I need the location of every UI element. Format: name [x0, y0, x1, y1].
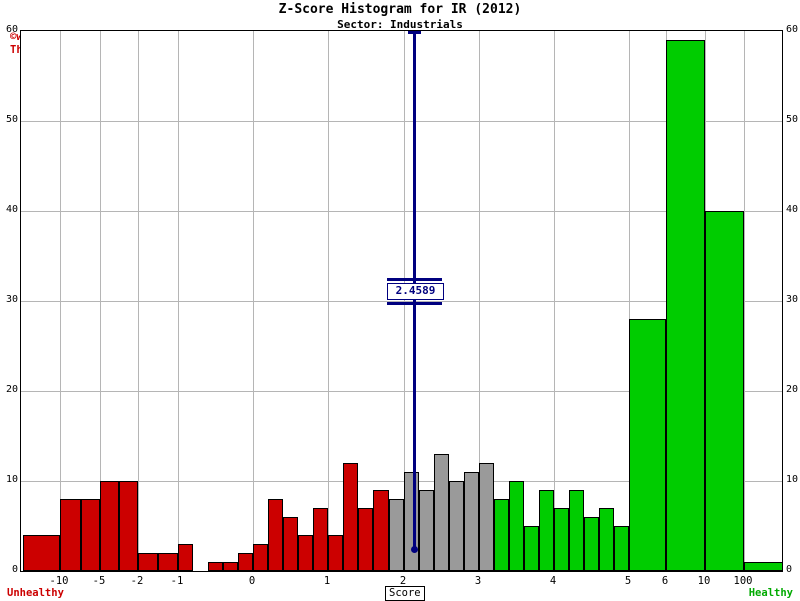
- histogram-bar: [744, 562, 783, 571]
- histogram-bar: [138, 553, 158, 571]
- gridline-vertical: [404, 31, 405, 571]
- histogram-bar: [313, 508, 328, 571]
- unhealthy-label: Unhealthy: [7, 587, 64, 599]
- gridline-vertical: [178, 31, 179, 571]
- x-tick-label: -2: [130, 575, 144, 587]
- y-tick-label: 0: [11, 564, 18, 575]
- gridline-horizontal: [21, 121, 782, 122]
- histogram-bar: [373, 490, 389, 571]
- y-tick-label: 20: [5, 384, 18, 395]
- histogram-plot-area: 2.4589: [20, 30, 783, 572]
- y-tick-label: 50: [5, 114, 18, 125]
- histogram-bar: [23, 535, 60, 571]
- gridline-horizontal: [21, 391, 782, 392]
- histogram-bar: [253, 544, 268, 571]
- histogram-bar: [629, 319, 666, 571]
- histogram-bar: [208, 562, 223, 571]
- histogram-bar: [614, 526, 629, 571]
- histogram-bar: [268, 499, 283, 571]
- y-tick-label: 40: [786, 204, 799, 215]
- histogram-bar: [705, 211, 744, 571]
- gridline-vertical: [100, 31, 101, 571]
- histogram-bar: [389, 499, 404, 571]
- histogram-bar: [539, 490, 554, 571]
- score-marker-bracket: [387, 278, 442, 281]
- histogram-bar: [479, 463, 494, 571]
- x-tick-label: 100: [733, 575, 753, 587]
- histogram-bar: [158, 553, 178, 571]
- score-marker-top-cap: [408, 31, 421, 34]
- histogram-bar: [599, 508, 614, 571]
- histogram-bar: [494, 499, 509, 571]
- x-tick-label: 0: [248, 575, 256, 587]
- x-tick-label: 10: [697, 575, 711, 587]
- x-tick-label: 6: [661, 575, 669, 587]
- gridline-vertical: [60, 31, 61, 571]
- x-tick-label: 4: [549, 575, 557, 587]
- histogram-bar: [524, 526, 539, 571]
- y-tick-label: 60: [5, 24, 18, 35]
- histogram-bar: [434, 454, 449, 571]
- x-tick-label: 2: [399, 575, 407, 587]
- y-tick-label: 20: [786, 384, 799, 395]
- y-tick-label: 40: [5, 204, 18, 215]
- histogram-bar: [100, 481, 119, 571]
- y-tick-label: 30: [786, 294, 799, 305]
- histogram-bar: [298, 535, 313, 571]
- histogram-bar: [509, 481, 524, 571]
- x-tick-label: -5: [92, 575, 106, 587]
- histogram-bar: [449, 481, 464, 571]
- y-tick-label: 50: [786, 114, 799, 125]
- histogram-bar: [328, 535, 343, 571]
- histogram-bar: [404, 472, 419, 571]
- histogram-bar: [464, 472, 479, 571]
- chart-title: Z-Score Histogram for IR (2012): [278, 2, 522, 17]
- histogram-bar: [343, 463, 358, 571]
- histogram-bar: [358, 508, 373, 571]
- score-value-label: 2.4589: [387, 283, 444, 300]
- histogram-bar: [283, 517, 298, 571]
- score-axis-box: Score: [385, 586, 425, 601]
- histogram-bar: [584, 517, 599, 571]
- histogram-bar: [569, 490, 584, 571]
- gridline-vertical: [744, 31, 745, 571]
- histogram-bar: [419, 490, 434, 571]
- x-tick-label: -1: [170, 575, 184, 587]
- gridline-horizontal: [21, 481, 782, 482]
- y-tick-label: 10: [786, 474, 799, 485]
- y-tick-label: 60: [786, 24, 799, 35]
- score-marker-dot: [411, 546, 418, 553]
- gridline-vertical: [629, 31, 630, 571]
- y-tick-label: 10: [5, 474, 18, 485]
- gridline-vertical: [554, 31, 555, 571]
- gridline-vertical: [253, 31, 254, 571]
- healthy-label: Healthy: [748, 587, 793, 599]
- histogram-bar: [119, 481, 138, 571]
- gridline-vertical: [138, 31, 139, 571]
- chart-subtitle: Sector: Industrials: [337, 18, 463, 31]
- histogram-bar: [238, 553, 253, 571]
- y-tick-label: 30: [5, 294, 18, 305]
- gridline-vertical: [328, 31, 329, 571]
- gridline-vertical: [479, 31, 480, 571]
- histogram-bar: [81, 499, 100, 571]
- histogram-bar: [554, 508, 569, 571]
- x-tick-label: -10: [49, 575, 69, 587]
- x-tick-label: 3: [474, 575, 482, 587]
- histogram-bar: [60, 499, 81, 571]
- gridline-horizontal: [21, 301, 782, 302]
- gridline-horizontal: [21, 211, 782, 212]
- score-marker-bracket: [387, 302, 442, 305]
- histogram-bar: [666, 40, 705, 571]
- y-tick-label: 0: [786, 564, 793, 575]
- x-tick-label: 5: [624, 575, 632, 587]
- histogram-bar: [178, 544, 193, 571]
- x-tick-label: 1: [323, 575, 331, 587]
- histogram-bar: [223, 562, 238, 571]
